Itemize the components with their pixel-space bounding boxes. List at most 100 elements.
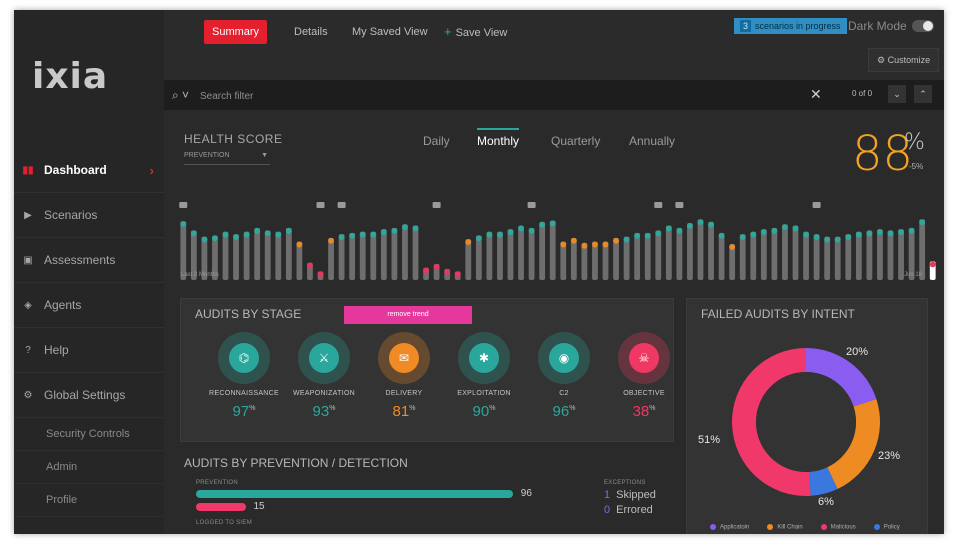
chart-bar[interactable] bbox=[212, 235, 218, 280]
chart-bar[interactable] bbox=[729, 244, 736, 280]
dark-mode-toggle[interactable] bbox=[912, 20, 934, 32]
chart-bar[interactable] bbox=[792, 225, 799, 280]
chart-bar[interactable] bbox=[676, 227, 683, 280]
chart-bar[interactable] bbox=[254, 227, 261, 280]
chart-bar[interactable] bbox=[328, 237, 334, 280]
chart-bar[interactable] bbox=[581, 242, 588, 280]
chart-bar[interactable] bbox=[243, 231, 250, 280]
chart-bar[interactable] bbox=[497, 231, 503, 280]
errored-exception[interactable]: 0 Errored bbox=[604, 504, 653, 516]
chart-bar[interactable] bbox=[623, 236, 630, 280]
chart-bar[interactable] bbox=[824, 236, 831, 280]
chart-bar[interactable] bbox=[771, 227, 778, 280]
sidebar-item-help[interactable]: ? Help bbox=[14, 328, 164, 373]
chart-bar[interactable] bbox=[613, 237, 619, 280]
chart-bar[interactable] bbox=[866, 230, 873, 280]
stage-weaponization[interactable]: ⚔ WEAPONIZATION 93% bbox=[284, 332, 364, 420]
chart-bar[interactable] bbox=[560, 241, 567, 280]
chart-bar[interactable] bbox=[507, 229, 514, 280]
legend-item-malicious[interactable]: Malicious bbox=[820, 524, 856, 531]
chart-bar[interactable] bbox=[549, 220, 556, 280]
chart-bar[interactable] bbox=[222, 231, 229, 280]
tab-summary[interactable]: Summary bbox=[204, 20, 268, 44]
stage-delivery[interactable]: ✉ DELIVERY 81% bbox=[364, 332, 444, 420]
customize-button[interactable]: ⚙ Customize bbox=[868, 48, 940, 72]
chart-bar[interactable] bbox=[697, 219, 704, 280]
chart-bar[interactable] bbox=[486, 231, 493, 280]
chart-bar[interactable] bbox=[264, 230, 271, 280]
chart-bar[interactable] bbox=[908, 227, 915, 280]
chart-bar[interactable] bbox=[718, 232, 725, 280]
chart-bar[interactable] bbox=[739, 234, 746, 280]
chart-bar[interactable] bbox=[412, 225, 419, 280]
chevron-down-icon[interactable]: ⌄ bbox=[888, 85, 906, 103]
skipped-exception[interactable]: 1 Skipped bbox=[604, 489, 656, 501]
scenarios-progress-badge[interactable]: 3 scenarios in progress bbox=[734, 18, 847, 34]
chart-bar[interactable] bbox=[687, 222, 693, 280]
chart-bar[interactable] bbox=[919, 219, 926, 280]
legend-item-kill-chain[interactable]: Kill Chain bbox=[767, 524, 803, 531]
donut-slice-kill-chain[interactable] bbox=[827, 399, 880, 489]
stage-c2[interactable]: ◉ C2 96% bbox=[524, 332, 604, 420]
chart-bar[interactable] bbox=[180, 221, 187, 280]
chart-bar[interactable] bbox=[349, 232, 356, 280]
chart-bar[interactable] bbox=[887, 230, 894, 280]
period-annually[interactable]: Annually bbox=[629, 134, 676, 148]
search-input[interactable] bbox=[198, 86, 762, 106]
chart-bar[interactable] bbox=[233, 234, 239, 280]
chart-bar[interactable] bbox=[813, 234, 820, 280]
sidebar-item-dashboard[interactable]: ▮▮ Dashboard › bbox=[14, 148, 164, 193]
stage-reconnaissance[interactable]: ⌬ RECONNAISSANCE 97% bbox=[204, 332, 284, 420]
comment-icon[interactable] bbox=[179, 202, 188, 208]
legend-item-application[interactable]: Applicatoin bbox=[710, 524, 749, 531]
sidebar-item-global-settings[interactable]: ⚙ Global Settings bbox=[14, 373, 164, 418]
chart-bar[interactable] bbox=[190, 230, 197, 280]
chart-bar[interactable] bbox=[898, 229, 904, 280]
period-daily[interactable]: Daily bbox=[423, 134, 450, 148]
legend-item-policy[interactable]: Policy bbox=[873, 524, 900, 531]
close-icon[interactable]: ✕ bbox=[810, 86, 822, 102]
chart-bar[interactable] bbox=[285, 227, 292, 280]
chart-bar[interactable] bbox=[475, 235, 482, 280]
sidebar-item-agents[interactable]: ◈ Agents bbox=[14, 283, 164, 328]
chart-bar[interactable] bbox=[834, 236, 841, 280]
remove-trend-button[interactable]: remove trend bbox=[344, 306, 472, 324]
chart-bar[interactable] bbox=[528, 227, 535, 280]
sidebar-subitem-security-controls[interactable]: Security Controls bbox=[14, 418, 164, 451]
comment-icon[interactable] bbox=[316, 202, 325, 208]
chart-bar[interactable] bbox=[877, 229, 883, 280]
chart-bar[interactable] bbox=[518, 225, 524, 280]
health-filter-select[interactable]: PREVENTION ▼ bbox=[184, 152, 270, 165]
chart-bar[interactable] bbox=[782, 224, 788, 280]
comment-icon[interactable] bbox=[527, 202, 536, 208]
chart-bar[interactable] bbox=[602, 241, 609, 280]
chart-bar[interactable] bbox=[391, 227, 398, 280]
chart-bar[interactable] bbox=[380, 229, 387, 280]
chart-bar[interactable] bbox=[760, 229, 767, 280]
chart-bar[interactable] bbox=[855, 231, 862, 280]
chart-bar[interactable] bbox=[708, 221, 714, 280]
donut-slice-policy[interactable] bbox=[809, 467, 838, 496]
chart-bar[interactable] bbox=[338, 234, 345, 280]
comment-icon[interactable] bbox=[337, 202, 346, 208]
sidebar-item-assessments[interactable]: ▣ Assessments bbox=[14, 238, 164, 283]
chart-bar[interactable] bbox=[644, 232, 651, 280]
chart-bar[interactable] bbox=[359, 231, 366, 280]
tab-details[interactable]: Details bbox=[294, 26, 328, 38]
stage-objective[interactable]: ☠ OBJECTIVE 38% bbox=[604, 332, 684, 420]
tab-my-saved-view[interactable]: My Saved View bbox=[352, 26, 428, 38]
chart-bar[interactable] bbox=[539, 221, 546, 280]
chevron-up-icon[interactable]: ⌃ bbox=[914, 85, 932, 103]
chart-bar[interactable] bbox=[845, 234, 852, 280]
chart-bar[interactable] bbox=[655, 230, 662, 280]
period-quarterly[interactable]: Quarterly bbox=[551, 134, 601, 148]
chart-bar[interactable] bbox=[750, 231, 757, 280]
chart-bar[interactable] bbox=[592, 241, 598, 280]
stage-exploitation[interactable]: ✱ EXPLOITATION 90% bbox=[444, 332, 524, 420]
chart-bar[interactable] bbox=[402, 224, 408, 280]
comment-icon[interactable] bbox=[812, 202, 821, 208]
chart-bar[interactable] bbox=[201, 236, 208, 280]
sidebar-subitem-admin[interactable]: Admin bbox=[14, 451, 164, 484]
comment-icon[interactable] bbox=[432, 202, 441, 208]
chart-bar[interactable] bbox=[465, 239, 472, 280]
